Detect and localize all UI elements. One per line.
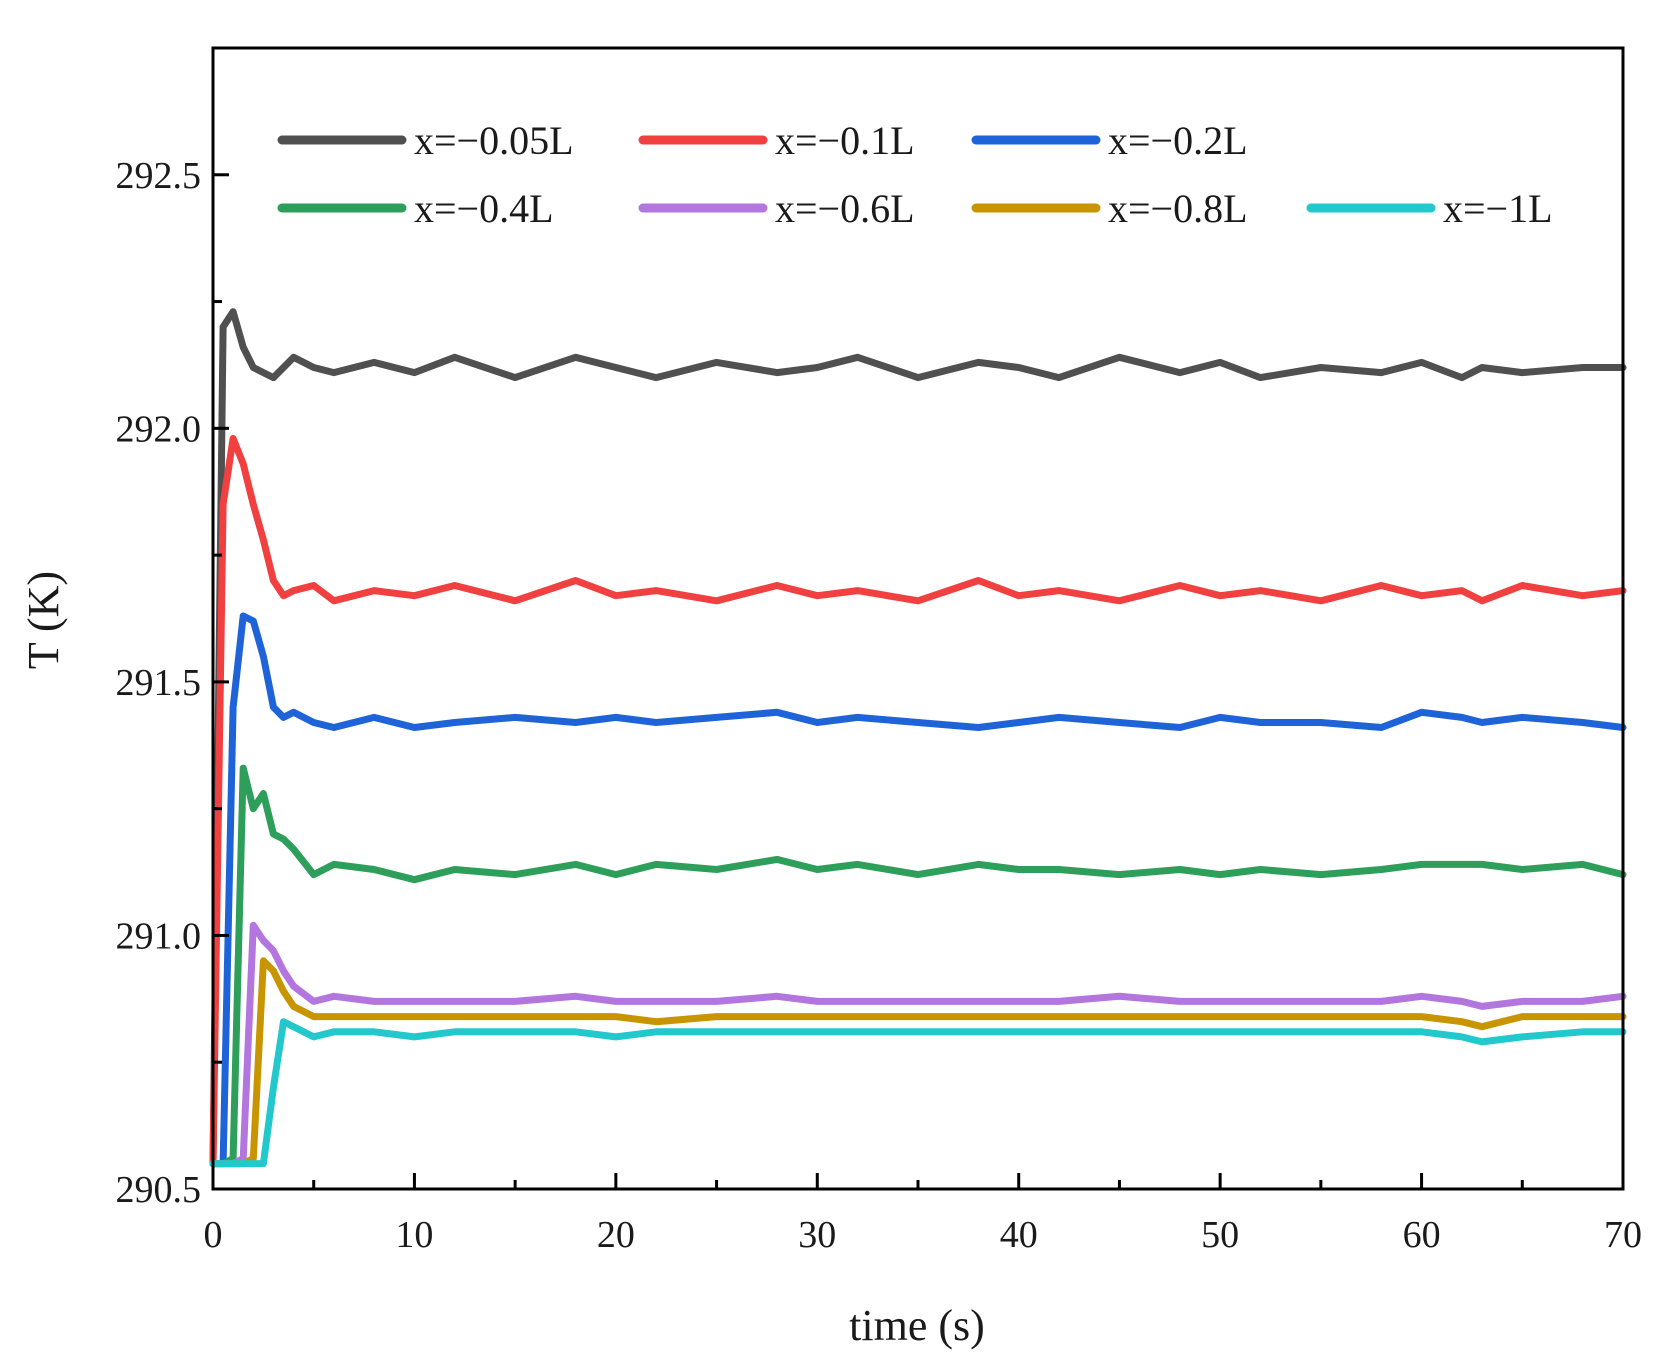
series-line-1 bbox=[209, 308, 1627, 1168]
series-line-5 bbox=[209, 921, 1627, 1168]
x-tick-label: 50 bbox=[1201, 1214, 1239, 1256]
series-line-6 bbox=[209, 957, 1627, 1168]
x-tick-label: 70 bbox=[1604, 1214, 1642, 1256]
legend-label-6: x=−0.8L bbox=[1108, 186, 1248, 231]
legend-label-7: x=−1L bbox=[1443, 186, 1553, 231]
series-line-2 bbox=[209, 435, 1627, 1168]
legend-label-3: x=−0.2L bbox=[1108, 118, 1248, 163]
x-tick-label: 40 bbox=[1000, 1214, 1038, 1256]
series-line-3 bbox=[209, 612, 1627, 1168]
y-tick-label: 292.5 bbox=[116, 155, 202, 197]
legend: x=−0.05L x=−0.1L x=−0.2L x=−0.4L x=−0.6L x=−0… bbox=[277, 118, 1553, 231]
series-layer bbox=[209, 308, 1627, 1168]
x-tick-label: 30 bbox=[798, 1214, 836, 1256]
y-tick-label: 292.0 bbox=[116, 408, 202, 450]
legend-label-4: x=−0.4L bbox=[414, 186, 554, 231]
y-axis-title: T (K) bbox=[19, 571, 68, 669]
series-line-7 bbox=[209, 1018, 1627, 1168]
axes-layer: 0 10 20 30 40 50 60 70 290.5 291.0 291.5 292.0 292.5 bbox=[116, 46, 1642, 1256]
legend-label-2: x=−0.1L bbox=[775, 118, 915, 163]
y-tick-label: 290.5 bbox=[116, 1169, 202, 1211]
legend-label-1: x=−0.05L bbox=[414, 118, 574, 163]
x-tick-label: 20 bbox=[597, 1214, 635, 1256]
y-tick-label: 291.0 bbox=[116, 915, 202, 957]
x-tick-label: 0 bbox=[204, 1214, 223, 1256]
x-axis-title: time (s) bbox=[849, 1301, 985, 1350]
x-tick-label: 10 bbox=[395, 1214, 433, 1256]
legend-label-5: x=−0.6L bbox=[775, 186, 915, 231]
y-tick-label: 291.5 bbox=[116, 662, 202, 704]
x-tick-label: 60 bbox=[1403, 1214, 1441, 1256]
series-line-4 bbox=[209, 764, 1627, 1168]
